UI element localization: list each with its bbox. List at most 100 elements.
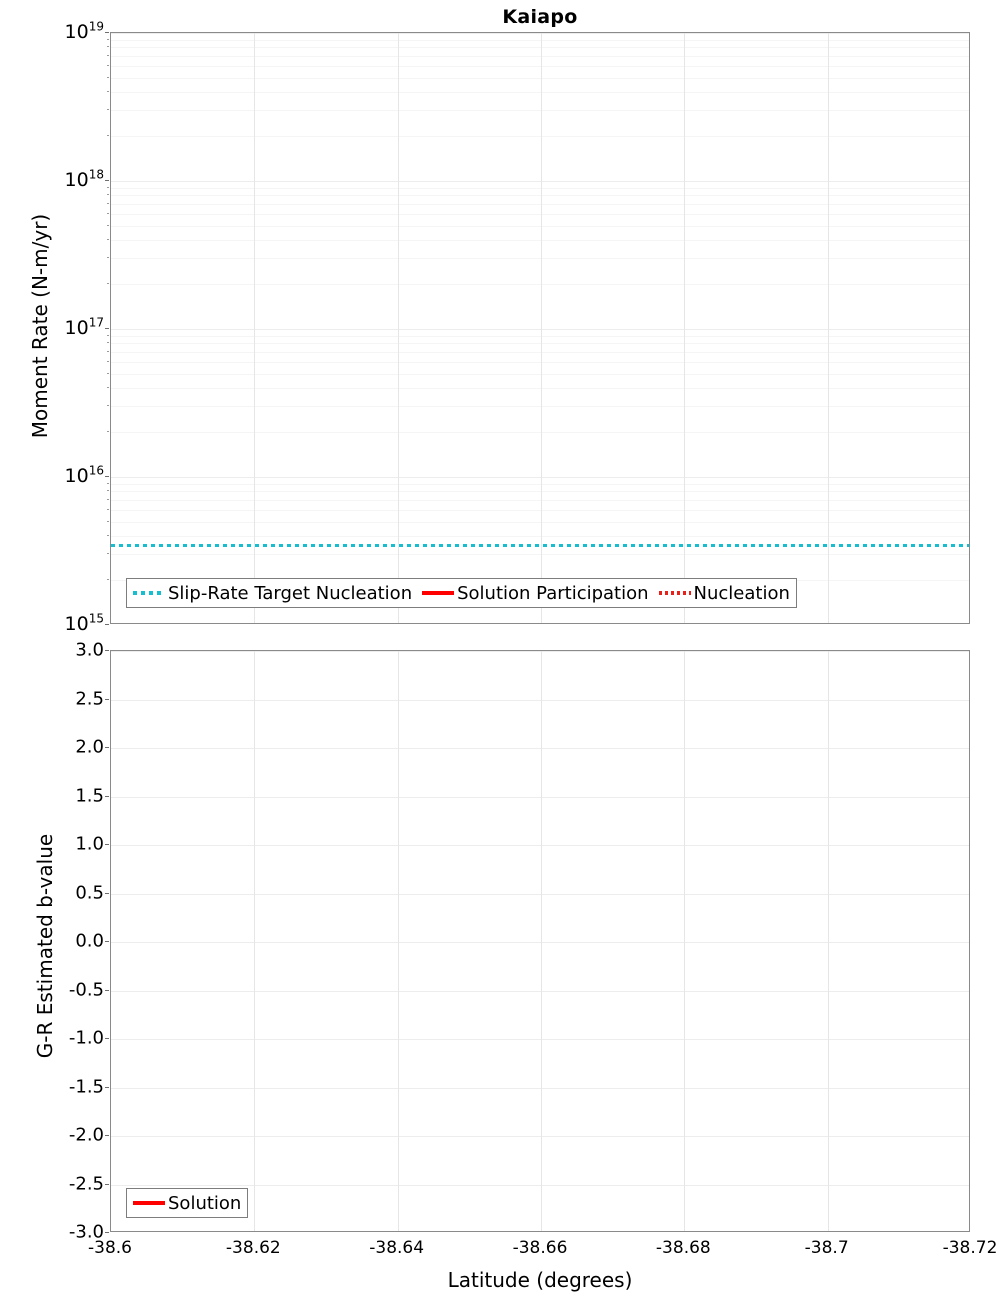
gridline-horizontal xyxy=(111,1039,969,1040)
y-tick-mark-minor xyxy=(107,225,109,226)
gridline-vertical xyxy=(541,651,542,1231)
gridline-horizontal-minor xyxy=(111,240,969,241)
gridline-vertical xyxy=(398,651,399,1231)
gridline-horizontal xyxy=(111,329,969,330)
gridline-horizontal-minor xyxy=(111,500,969,501)
x-tick-label: -38.66 xyxy=(512,1238,568,1258)
y-tick-mark-minor xyxy=(107,361,109,362)
gridline-horizontal-minor xyxy=(111,40,969,41)
y-axis-label-top: Moment Rate (N-m/yr) xyxy=(28,213,52,439)
gridline-horizontal-minor xyxy=(111,388,969,389)
y-tick-mark-minor xyxy=(107,553,109,554)
legend-line-swatch xyxy=(422,591,455,595)
y-tick-mark xyxy=(105,796,109,797)
gridline-horizontal-minor xyxy=(111,78,969,79)
y-tick-exponent: 19 xyxy=(88,19,104,34)
y-tick-mark-minor xyxy=(107,483,109,484)
y-tick-mark xyxy=(105,328,109,329)
y-tick-mark xyxy=(105,1135,109,1136)
y-tick-mark xyxy=(105,32,109,33)
y-tick-mark xyxy=(105,180,109,181)
legend-line-swatch xyxy=(133,591,165,595)
y-tick-label: 1015 xyxy=(65,613,104,635)
y-tick-label: -0.5 xyxy=(68,979,104,1000)
gridline-horizontal xyxy=(111,894,969,895)
legend-entry[interactable]: Solution xyxy=(133,1193,241,1214)
y-tick-mantissa: 10 xyxy=(64,465,89,487)
gridline-horizontal-minor xyxy=(111,188,969,189)
y-tick-mark xyxy=(105,624,109,625)
legend-label: Solution xyxy=(168,1192,242,1214)
gridline-horizontal-minor xyxy=(111,522,969,523)
y-tick-mark-minor xyxy=(107,39,109,40)
gridline-horizontal xyxy=(111,700,969,701)
gridline-horizontal-minor xyxy=(111,352,969,353)
y-tick-mark-minor xyxy=(107,431,109,432)
y-tick-mantissa: 10 xyxy=(64,613,89,635)
x-tick-label: -38.68 xyxy=(655,1238,711,1258)
y-tick-mark xyxy=(105,1184,109,1185)
legend-entry[interactable]: Solution Participation xyxy=(422,583,658,604)
y-tick-label: 0.0 xyxy=(75,930,104,952)
gridline-horizontal xyxy=(111,991,969,992)
gridline-horizontal-minor xyxy=(111,204,969,205)
y-tick-mark-minor xyxy=(107,405,109,406)
x-axis-label: Latitude (degrees) xyxy=(447,1268,633,1292)
gridline-vertical xyxy=(398,33,399,623)
legend-label: Solution Participation xyxy=(457,582,649,604)
legend-top[interactable]: Slip-Rate Target Nucleation Solution Part… xyxy=(126,578,797,608)
y-tick-mark-minor xyxy=(107,55,109,56)
gridline-vertical xyxy=(684,33,685,623)
x-tick-label: -38.6 xyxy=(88,1238,132,1258)
y-tick-label: 3.0 xyxy=(75,639,104,661)
legend-entry[interactable]: Slip-Rate Target Nucleation xyxy=(133,583,422,604)
x-tick-label: -38.64 xyxy=(369,1238,425,1258)
gridline-horizontal-minor xyxy=(111,226,969,227)
legend-entry[interactable]: Nucleation xyxy=(658,583,790,604)
gridline-horizontal xyxy=(111,797,969,798)
y-tick-mark-minor xyxy=(107,239,109,240)
y-tick-mark xyxy=(105,699,109,700)
y-tick-label: 2.0 xyxy=(75,736,104,758)
y-axis-label-bottom: G-R Estimated b-value xyxy=(33,833,57,1059)
y-tick-mark xyxy=(105,990,109,991)
y-tick-mark xyxy=(105,747,109,748)
y-tick-mark xyxy=(105,1038,109,1039)
y-tick-label: 2.5 xyxy=(75,688,104,709)
gridline-horizontal-minor xyxy=(111,136,969,137)
gridline-vertical xyxy=(828,33,829,623)
gridline-vertical xyxy=(254,651,255,1231)
y-tick-label: -1.5 xyxy=(68,1076,104,1097)
y-tick-mark xyxy=(105,941,109,942)
y-tick-mantissa: 10 xyxy=(64,169,89,191)
y-tick-mark-minor xyxy=(107,351,109,352)
y-tick-mark-minor xyxy=(107,77,109,78)
y-tick-mark-minor xyxy=(107,46,109,47)
y-tick-label: 1.0 xyxy=(75,833,104,855)
y-tick-mark-minor xyxy=(107,509,109,510)
gridline-horizontal-minor xyxy=(111,258,969,259)
gridline-horizontal-minor xyxy=(111,343,969,344)
y-tick-mark-minor xyxy=(107,535,109,536)
legend-bottom[interactable]: Solution xyxy=(126,1188,249,1218)
y-tick-exponent: 18 xyxy=(88,167,104,182)
gridline-vertical xyxy=(684,651,685,1231)
x-tick-label: -38.62 xyxy=(225,1238,281,1258)
y-tick-mark xyxy=(105,650,109,651)
y-tick-label: -3.0 xyxy=(68,1221,104,1243)
b-value-plot-area xyxy=(110,650,970,1232)
y-tick-mark-minor xyxy=(107,521,109,522)
y-tick-mark-minor xyxy=(107,342,109,343)
y-tick-mark xyxy=(105,1232,109,1233)
y-tick-mark-minor xyxy=(107,135,109,136)
legend-line-swatch xyxy=(658,591,691,595)
gridline-horizontal-minor xyxy=(111,491,969,492)
page-title: Kaiapo xyxy=(502,6,578,28)
y-tick-mark-minor xyxy=(107,387,109,388)
y-tick-mark xyxy=(105,1087,109,1088)
y-tick-mark-minor xyxy=(107,335,109,336)
series-slip-rate-target-nucleation xyxy=(111,544,969,548)
y-tick-mark xyxy=(105,844,109,845)
x-tick-label: -38.7 xyxy=(804,1238,849,1258)
